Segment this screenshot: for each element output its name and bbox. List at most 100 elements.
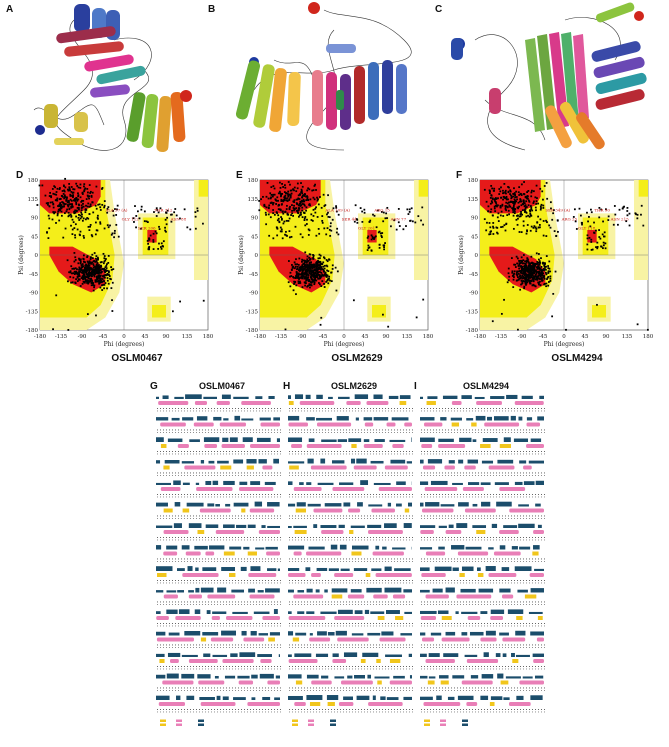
residue-point [518, 267, 521, 270]
residue-point [179, 217, 181, 220]
residue-marker [265, 429, 266, 431]
residue-marker [385, 475, 386, 476]
residue-marker [253, 690, 254, 691]
residue-marker [385, 472, 386, 474]
residue-point [107, 282, 110, 285]
residue-marker [361, 408, 362, 409]
residue-point [318, 271, 321, 273]
residue-marker [232, 518, 233, 519]
y-tick-label: -90 [249, 291, 258, 297]
secondary-structure-title-i: OSLM4294 [462, 381, 510, 391]
residue-point [92, 270, 95, 273]
residue-marker [403, 429, 404, 431]
residue-marker [181, 687, 182, 689]
accessibility-bar [288, 395, 292, 399]
residue-point [258, 199, 261, 202]
residue-marker [277, 687, 278, 689]
residue-point [532, 283, 535, 286]
residue-marker [178, 494, 179, 495]
residue-point [89, 278, 92, 280]
residue-point [607, 219, 610, 221]
residue-marker [406, 518, 407, 519]
helix-segment [334, 573, 354, 577]
residue-point [535, 252, 538, 255]
residue-marker [256, 432, 257, 433]
residue-point [294, 263, 297, 266]
residue-marker [361, 453, 362, 455]
residue-marker [259, 408, 260, 409]
sequence-row [288, 437, 413, 455]
residue-point [542, 207, 545, 209]
residue-marker [205, 580, 206, 581]
residue-marker [409, 472, 410, 474]
residue-marker [163, 711, 164, 713]
residue-point [75, 182, 78, 185]
residue-point [294, 265, 297, 268]
residue-point [305, 279, 308, 282]
residue-marker [355, 539, 356, 541]
residue-point [353, 220, 356, 223]
residue-marker [190, 475, 191, 476]
accessibility-bar [200, 460, 205, 464]
residue-marker [166, 472, 167, 474]
residue-point [499, 204, 502, 207]
residue-marker [226, 709, 227, 710]
residue-marker [397, 561, 398, 562]
residue-marker [373, 537, 374, 538]
residue-marker [271, 475, 272, 476]
residue-point [98, 264, 100, 266]
residue-marker [211, 623, 212, 624]
residue-marker [172, 623, 173, 624]
residue-point [422, 298, 425, 301]
residue-point [312, 273, 315, 275]
residue-point [310, 263, 312, 266]
helix-segment [262, 465, 273, 470]
residue-marker [262, 408, 263, 409]
residue-point [297, 282, 300, 285]
residue-marker [208, 625, 209, 627]
residue-marker [232, 453, 233, 455]
accessibility-bar [363, 439, 370, 442]
residue-point [520, 183, 523, 186]
residue-marker [202, 518, 203, 519]
residue-marker [235, 709, 236, 710]
residue-marker [289, 518, 290, 519]
residue-marker [157, 582, 158, 584]
residue-point [335, 206, 338, 209]
residue-marker [214, 625, 215, 627]
residue-marker [382, 494, 383, 495]
accessibility-bar [251, 697, 256, 700]
residue-marker [196, 518, 197, 519]
residue-marker [316, 558, 317, 560]
residue-point [640, 204, 643, 207]
residue-marker [352, 408, 353, 409]
residue-marker [196, 668, 197, 670]
x-tick-label: -135 [55, 334, 68, 340]
helix-segment [372, 551, 404, 556]
residue-marker [301, 580, 302, 581]
residue-marker [268, 711, 269, 713]
residue-marker [220, 687, 221, 689]
residue-marker [190, 429, 191, 431]
residue-marker [355, 429, 356, 431]
residue-point [500, 210, 503, 213]
residue-marker [325, 451, 326, 452]
residue-point [293, 201, 296, 203]
residue-marker [241, 558, 242, 560]
sequence-row [288, 458, 413, 476]
residue-point [529, 270, 532, 272]
residue-marker [388, 410, 389, 412]
residue-marker [262, 451, 263, 452]
residue-point [545, 219, 547, 222]
residue-marker [181, 690, 182, 691]
residue-point [94, 204, 97, 207]
x-tick-label: -90 [298, 334, 307, 340]
residue-point [287, 281, 290, 284]
residue-marker [157, 429, 158, 431]
residue-point [530, 206, 533, 209]
residue-point [519, 215, 522, 218]
residue-marker [370, 432, 371, 433]
residue-point [306, 196, 309, 198]
protein-structure-a [33, 4, 192, 153]
residue-point [64, 177, 67, 180]
